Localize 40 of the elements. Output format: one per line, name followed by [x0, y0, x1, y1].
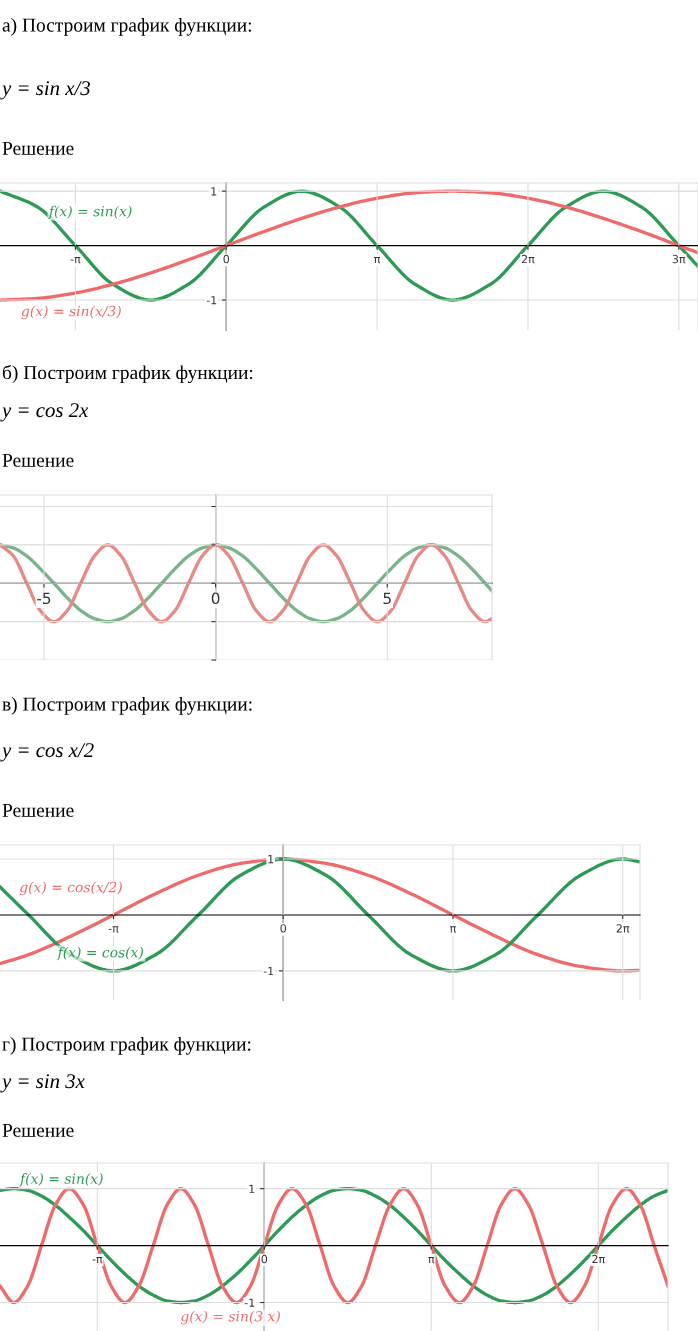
text: Решение	[2, 1123, 74, 1137]
x-tick-label: 5	[383, 592, 391, 605]
text: Решение	[2, 803, 74, 817]
chart-subtitle: y = cos x/2	[0, 743, 94, 762]
series-label: f(x) = sin(x)	[48, 205, 132, 220]
x-tick-label: π	[450, 926, 457, 933]
series-label: g(x) = cos(x/2)	[19, 881, 122, 896]
chart-title: г) Построим график функции:	[2, 1037, 251, 1055]
series-label: g(x) = sin(x/3)	[21, 305, 121, 320]
y-tick-label: -1	[206, 296, 217, 305]
x-tick-label: π	[428, 1256, 435, 1264]
series-label: f(x) = cos(x)	[56, 946, 143, 961]
chart-subtitle: y = sin 3x	[0, 1074, 85, 1093]
x-tick-label: -π	[108, 926, 119, 933]
chart-title: б) Построим график функции:	[2, 365, 253, 384]
x-tick-label: -π	[70, 257, 81, 264]
series-label: f(x) = sin(x)	[19, 1173, 103, 1187]
y-tick-label: 1	[211, 187, 217, 196]
x-tick-label: 3π	[672, 254, 686, 264]
x-tick-label: -π	[92, 1256, 103, 1264]
y-tick-label: -1	[244, 1298, 255, 1307]
x-tick-label: π	[374, 257, 381, 264]
chart-subtitle: y = cos 2x	[0, 403, 89, 422]
chart-title: в) Построим график функции:	[2, 697, 252, 715]
chart-subtitle: y = sin x/3	[0, 81, 90, 100]
text: Решение	[2, 141, 74, 155]
x-tick-label: 0	[211, 592, 220, 605]
text: Решение	[2, 453, 74, 467]
x-tick-label: -5	[37, 592, 51, 605]
y-tick-label: 1	[268, 855, 274, 864]
y-tick-label: 1	[249, 1184, 255, 1193]
x-tick-label: 0	[223, 254, 230, 264]
x-tick-label: 2π	[521, 254, 535, 264]
x-tick-label: 2π	[616, 924, 630, 933]
x-tick-label: 2π	[592, 1254, 605, 1264]
series-label: g(x) = sin(3 x)	[180, 1310, 280, 1325]
chart-title: а) Построим график функции:	[2, 18, 251, 36]
y-tick-label: -1	[263, 967, 274, 976]
x-tick-label: 0	[261, 1254, 268, 1264]
x-tick-label: 0	[280, 924, 287, 933]
